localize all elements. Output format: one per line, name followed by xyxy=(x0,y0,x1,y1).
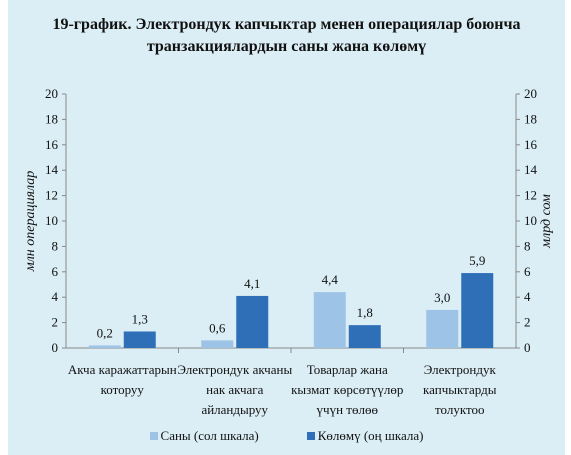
bar-volume xyxy=(123,331,156,348)
left-tick-label: 12 xyxy=(45,188,58,203)
category-label: Электрондук акчаны xyxy=(177,362,292,377)
data-label-volume: 4,1 xyxy=(244,276,260,291)
chart-title-line-2: транзакциялардын саны жана көлөмү xyxy=(146,38,427,55)
bar-count xyxy=(201,340,234,348)
legend-swatch-count xyxy=(149,432,158,440)
bar-count xyxy=(88,345,121,348)
left-tick-label: 2 xyxy=(52,315,59,330)
category-label: толуктоо xyxy=(435,402,484,417)
right-tick-label: 0 xyxy=(524,340,531,355)
category-label: кызмат көрсөтүүлөр xyxy=(291,382,403,397)
bar-count xyxy=(313,292,346,348)
legend-item-volume: Көлөмү (оң шкала) xyxy=(306,428,424,444)
data-label-volume: 5,9 xyxy=(469,253,485,268)
bar-volume xyxy=(461,273,494,348)
left-tick-label: 16 xyxy=(45,137,59,152)
bar-volume xyxy=(236,295,269,348)
left-tick-label: 14 xyxy=(45,162,59,177)
category-label: Акча каражаттарын xyxy=(68,362,177,377)
right-tick-label: 14 xyxy=(524,162,538,177)
right-tick-label: 10 xyxy=(524,213,537,228)
category-label: Электрондук xyxy=(424,362,497,377)
left-tick-label: 18 xyxy=(45,111,58,126)
legend-label-volume: Көлөмү (оң шкала) xyxy=(317,428,424,443)
legend-item-count: Саны (сол шкала) xyxy=(149,428,259,444)
right-tick-label: 4 xyxy=(524,289,531,304)
chart-title-line-1: 19-график. Электрондук капчыктар менен о… xyxy=(52,16,521,33)
legend-label-count: Саны (сол шкала) xyxy=(160,428,259,443)
right-tick-label: 18 xyxy=(524,111,537,126)
chart-title: 19-график. Электрондук капчыктар менен о… xyxy=(8,14,565,58)
right-tick-label: 2 xyxy=(524,315,531,330)
y-axis-label-right: млрд сом xyxy=(539,194,554,249)
right-tick-label: 12 xyxy=(524,188,537,203)
category-label: айландыруу xyxy=(201,402,268,417)
data-label-volume: 1,8 xyxy=(357,305,373,320)
left-tick-label: 6 xyxy=(52,264,59,279)
data-label-volume: 1,3 xyxy=(132,311,148,326)
bar-count xyxy=(426,309,459,348)
left-tick-label: 10 xyxy=(45,213,58,228)
right-tick-label: 6 xyxy=(524,264,531,279)
data-label-count: 0,2 xyxy=(97,325,113,340)
category-label: үчүн төлөө xyxy=(317,402,378,417)
right-tick-label: 8 xyxy=(524,238,531,253)
chart-panel: 19-график. Электрондук капчыктар менен о… xyxy=(8,0,565,455)
bar-chart: 0 0 2 2 4 4 6 6 8 8 10 10 12 12 14 14 16 16 18 18 20 20 млн оп… xyxy=(23,86,554,417)
bar-volume xyxy=(348,325,381,348)
left-tick-label: 8 xyxy=(52,238,59,253)
data-label-count: 4,4 xyxy=(322,272,339,287)
legend-swatch-volume xyxy=(306,432,315,440)
category-label: Товарлар жана xyxy=(307,362,388,377)
left-tick-label: 4 xyxy=(52,289,59,304)
left-tick-label: 0 xyxy=(52,340,59,355)
right-tick-label: 20 xyxy=(524,86,537,101)
right-tick-label: 16 xyxy=(524,137,538,152)
data-label-count: 0,6 xyxy=(209,320,226,335)
category-label: капчыктарды xyxy=(423,382,497,397)
data-label-count: 3,0 xyxy=(434,290,450,305)
category-label: нак акчага xyxy=(206,382,264,397)
y-axis-label-left: млн операциялар xyxy=(23,171,38,272)
legend: Саны (сол шкала) Көлөмү (оң шкала) xyxy=(8,428,565,444)
category-label: которуу xyxy=(101,382,145,397)
left-tick-label: 20 xyxy=(45,86,58,101)
